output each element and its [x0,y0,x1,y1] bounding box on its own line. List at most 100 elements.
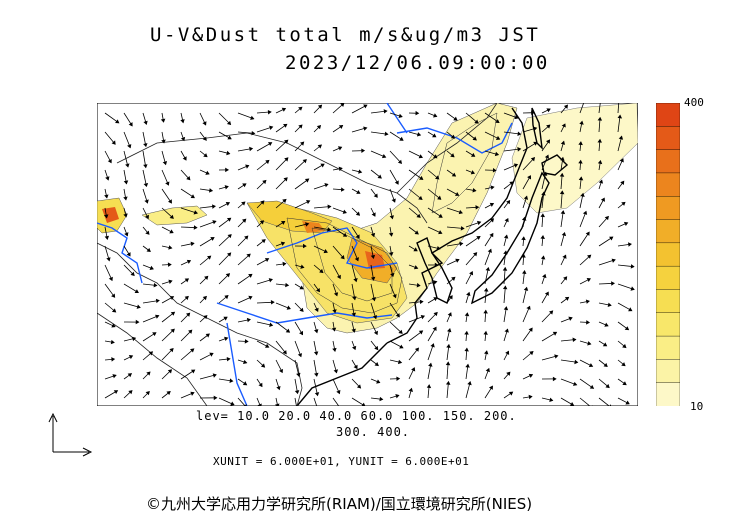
wind-vector [313,397,318,406]
wind-vector-head [327,204,332,210]
wind-vector-head [371,297,377,302]
wind-vector-head [530,157,536,162]
wind-vector-head [408,387,413,392]
wind-vector-head [250,115,255,120]
wind-vector-head [560,210,566,215]
wind-vector-head [246,253,251,258]
wind-vector-head [414,347,419,352]
wind-vector-head [242,359,248,365]
wind-vector-head [384,131,389,137]
wind-vector-head [111,293,116,298]
river-yangtze [216,302,393,324]
wind-vector-head [205,170,210,175]
wind-vector-head [107,159,112,164]
wind-vector [579,103,585,114]
wind-vector-head [466,291,471,296]
wind-vector-head [464,347,469,352]
wind-vector-head [229,378,234,383]
wind-vector-head [276,386,281,391]
colorbar-band [656,103,680,128]
wind-vector-head [523,195,529,200]
river-amur [396,122,513,154]
wind-vector-head [145,230,150,235]
wind-vector-head [609,236,614,241]
dust-plume-west-core [102,207,119,223]
wind-vector-head [504,218,509,223]
wind-vector-head [381,154,387,159]
wind-vector-head [333,369,338,374]
wind-vector-head [621,362,626,367]
wind-vector [617,103,620,114]
wind-vector-head [586,320,590,325]
wind-vector-head [313,351,319,356]
wind-vector-head [300,141,305,146]
colorbar-band [656,126,680,151]
wind-vector-head [377,174,382,179]
colorbar-band [656,335,680,361]
wind-vector-head [598,179,604,184]
wind-vector-head [128,122,133,127]
wind-vector-head [184,295,189,301]
wind-vector-head [541,191,546,196]
wind-vector-head [370,232,376,238]
wind-vector-head [205,333,210,338]
wind-vector-head [390,272,395,278]
wind-vector-head [492,167,497,173]
wind-vector-head [242,381,248,386]
wind-vector-head [227,135,232,140]
wind-vector [237,397,246,406]
wind-vector [332,397,340,406]
wind-vector-head [212,204,216,209]
wind-vector-head [299,285,304,290]
wind-vector-head [572,337,577,343]
wind-vector-head [227,252,232,257]
wind-vector-head [208,188,214,193]
wind-vector-head [533,141,538,146]
wind-vector-head [586,278,592,282]
wind-vector-head [476,235,481,241]
wind-vector-head [389,215,394,220]
wind-vector-head [260,363,266,368]
wind-vector-head [607,302,612,308]
wind-vector-head [503,234,509,239]
wind-vector-head [161,139,166,144]
wind-vector-head [416,132,422,137]
border-india [97,312,208,406]
colorbar-band [656,149,680,174]
wind-vector-head [294,390,300,395]
wind-vector-head [521,253,526,258]
wind-vector-head [392,293,397,299]
wind-vector-head [418,195,423,200]
wind-vector-head [579,120,584,125]
wind-vector-head [319,268,324,274]
wind-vector-head [127,144,132,149]
colorbar-band [656,219,680,244]
wind-vector-head [126,252,131,257]
wind-vector-head [128,355,134,360]
wind-vector-head [282,350,287,355]
wind-vector-head [399,344,404,349]
wind-vector-head [489,202,495,207]
wind-vector-head [317,104,323,109]
wind-vector-head [399,136,404,141]
wind-vector-head [563,276,568,281]
wind-vector-head [472,136,477,141]
river-west [97,222,143,284]
wind-vector-head [562,254,567,259]
wind-vector-head [437,195,442,200]
wind-vector-head [459,241,464,247]
wind-vector-head [430,343,435,348]
wind-vector-head [620,180,625,185]
wind-vector-head [460,226,465,231]
wind-vector-head [487,248,492,253]
wind-vector-head [506,371,511,376]
wind-vector-head [371,212,376,217]
wind-vector-head [270,299,275,305]
wind-vector-head [618,135,624,140]
wind-vector-head [223,316,228,321]
wind-vector-head [445,361,451,366]
wind-vector-head [280,220,286,225]
wind-vector-head [314,392,320,397]
wind-vector-head [413,265,419,270]
wind-vector-head [226,120,232,126]
